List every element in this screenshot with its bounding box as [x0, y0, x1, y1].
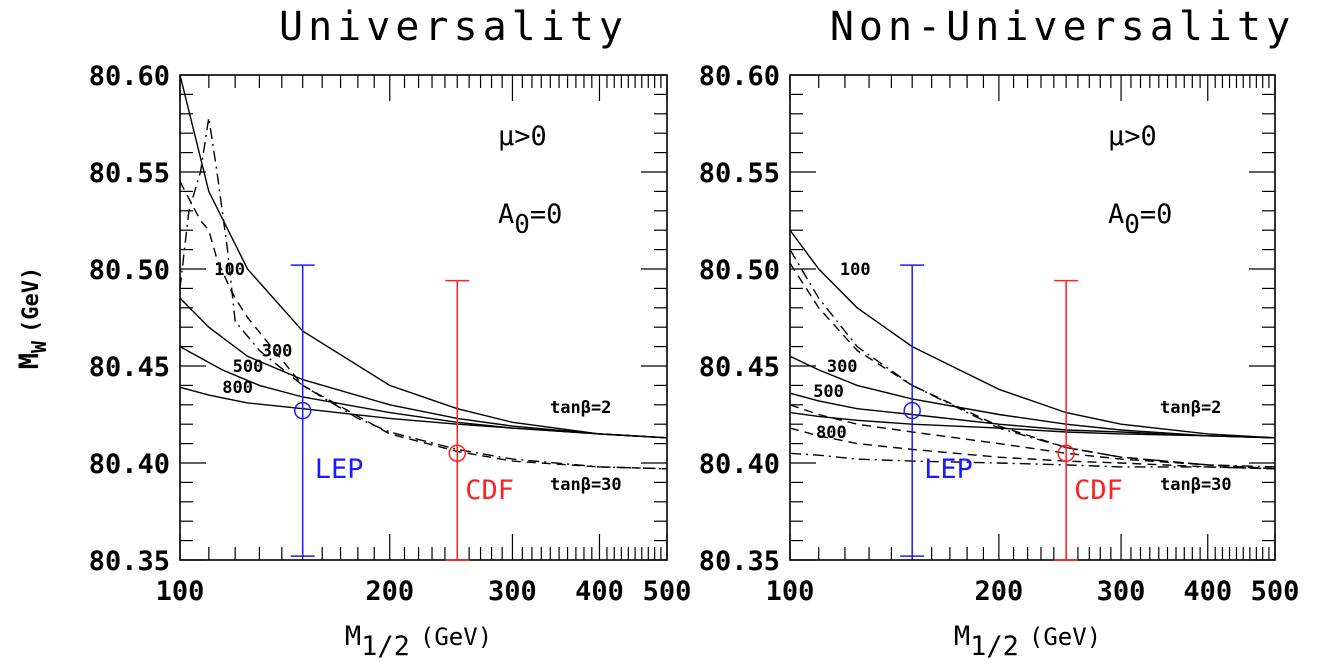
series-line-300-dashed — [179, 181, 668, 470]
mu-annotation: μ>0 — [1108, 121, 1157, 152]
x-axis-label: M1/2 (GeV) — [954, 621, 1101, 662]
tanbeta-30-label: tanβ=30 — [550, 475, 622, 495]
y-tick-label: 80.55 — [89, 158, 170, 189]
y-tick-label: 80.35 — [89, 546, 170, 577]
x-tick-label: 500 — [643, 576, 692, 607]
central-value-marker — [293, 401, 312, 420]
y-tick-label: 80.55 — [699, 158, 780, 189]
curve-label: 300 — [262, 341, 293, 361]
y-tick-label: 80.60 — [699, 61, 780, 92]
curve-label: 100 — [214, 260, 245, 280]
x-tick-label: 200 — [974, 576, 1023, 607]
y-tick-label: 80.40 — [89, 449, 170, 480]
series-line-800-dashed — [789, 427, 1276, 470]
x-tick-label: 500 — [1251, 576, 1300, 607]
series-line-100-solid — [789, 229, 1276, 439]
x-tick-label: 100 — [766, 576, 815, 607]
curve-label: 800 — [816, 423, 847, 443]
x-tick-label: 300 — [1097, 576, 1146, 607]
a0-annotation: A0=0 — [498, 199, 562, 240]
tanbeta-2-label: tanβ=2 — [1160, 398, 1221, 418]
a0-annotation: A0=0 — [1108, 199, 1172, 240]
series-line-ref-dashdot — [789, 452, 1276, 470]
x-tick-label: 100 — [156, 576, 205, 607]
y-tick-label: 80.50 — [89, 255, 170, 286]
y-axis-label: MW(GeV) — [14, 267, 51, 370]
central-value-marker — [903, 401, 921, 420]
series-line-100-dashdot — [179, 117, 668, 470]
tanbeta-30-label: tanβ=30 — [1160, 475, 1232, 495]
measurement-label-cdf: CDF — [1074, 475, 1123, 506]
x-axis-label: M1/2 (GeV) — [345, 621, 492, 662]
curve-label: 100 — [840, 260, 871, 280]
chart-panel-non-universality: Non-Universality μ>0 A0=0 tanβ=2 tanβ=30… — [699, 4, 1300, 662]
series-line-100-dashdot — [789, 249, 1276, 468]
series-line-500-dashed — [789, 404, 1276, 470]
y-tick-label: 80.35 — [699, 546, 780, 577]
plot-frame — [789, 74, 1276, 561]
series-line-800-solid — [179, 386, 668, 439]
curve-label: 300 — [827, 357, 858, 377]
curve-label: 800 — [222, 378, 253, 398]
measurement-label-lep: LEP — [924, 454, 973, 485]
mu-annotation: μ>0 — [498, 121, 547, 152]
x-tick-label: 400 — [575, 576, 624, 607]
x-tick-label: 300 — [488, 576, 537, 607]
x-tick-label: 200 — [365, 576, 414, 607]
measurement-label-lep: LEP — [315, 454, 364, 485]
y-tick-label: 80.50 — [699, 255, 780, 286]
y-tick-label: 80.45 — [89, 352, 170, 383]
plot-frame — [179, 74, 668, 561]
y-tick-label: 80.45 — [699, 352, 780, 383]
measurement-label-cdf: CDF — [465, 475, 514, 506]
y-tick-label: 80.40 — [699, 449, 780, 480]
central-value-marker — [1057, 444, 1075, 463]
tanbeta-2-label: tanβ=2 — [550, 398, 611, 418]
curve-label: 500 — [233, 357, 264, 377]
chart-title: Non-Universality — [830, 4, 1295, 50]
curve-label: 500 — [813, 382, 844, 402]
x-tick-label: 400 — [1183, 576, 1232, 607]
chart-title: Universality — [279, 4, 628, 50]
chart-panel-universality: Universality μ>0 A0=0 tanβ=2 tanβ=30 M1/… — [89, 4, 692, 662]
series-line-300-dashed — [789, 262, 1276, 470]
central-value-marker — [448, 444, 467, 463]
y-tick-label: 80.60 — [89, 61, 170, 92]
series-line-100-solid — [179, 74, 668, 439]
